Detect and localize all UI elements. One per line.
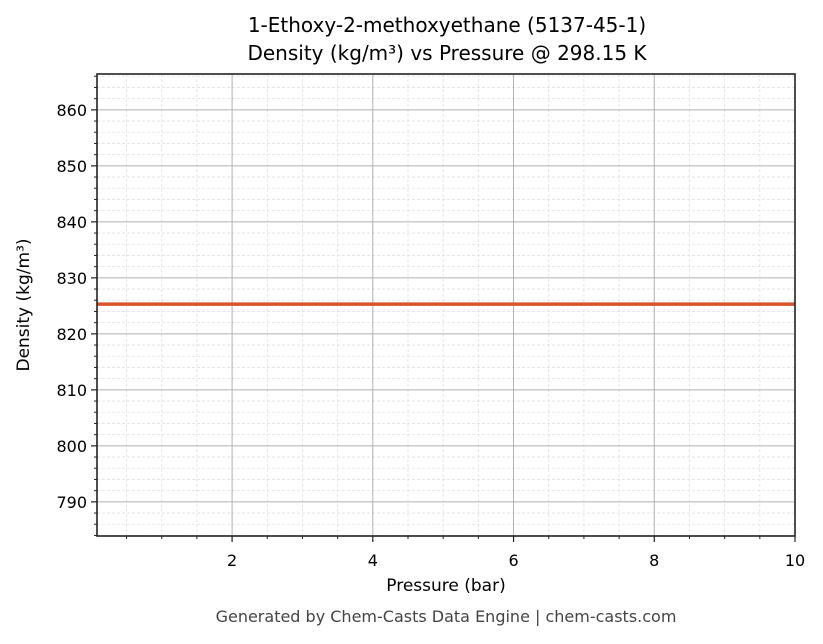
- x-axis-label: Pressure (bar): [386, 576, 506, 596]
- chart-title-line1: 1-Ethoxy-2-methoxyethane (5137-45-1): [247, 13, 647, 37]
- x-tick-label: 8: [649, 551, 659, 570]
- x-tick-label: 2: [227, 551, 237, 570]
- y-tick-label: 850: [56, 157, 87, 176]
- y-tick-label: 810: [56, 381, 87, 400]
- x-tick-label: 6: [508, 551, 518, 570]
- y-tick-label: 790: [56, 493, 87, 512]
- x-tick-label: 10: [785, 551, 805, 570]
- x-tick-label: 4: [368, 551, 378, 570]
- y-tick-label: 830: [56, 269, 87, 288]
- y-axis-label: Density (kg/m³): [14, 238, 34, 372]
- y-tick-label: 820: [56, 325, 87, 344]
- axes-frame: [96, 73, 796, 537]
- footer-credit: Generated by Chem-Casts Data Engine | ch…: [215, 607, 677, 626]
- y-tick-label: 800: [56, 437, 87, 456]
- y-tick-label: 840: [56, 213, 87, 232]
- y-tick-label: 860: [56, 101, 87, 120]
- chart-title-line2: Density (kg/m³) vs Pressure @ 298.15 K: [247, 41, 647, 65]
